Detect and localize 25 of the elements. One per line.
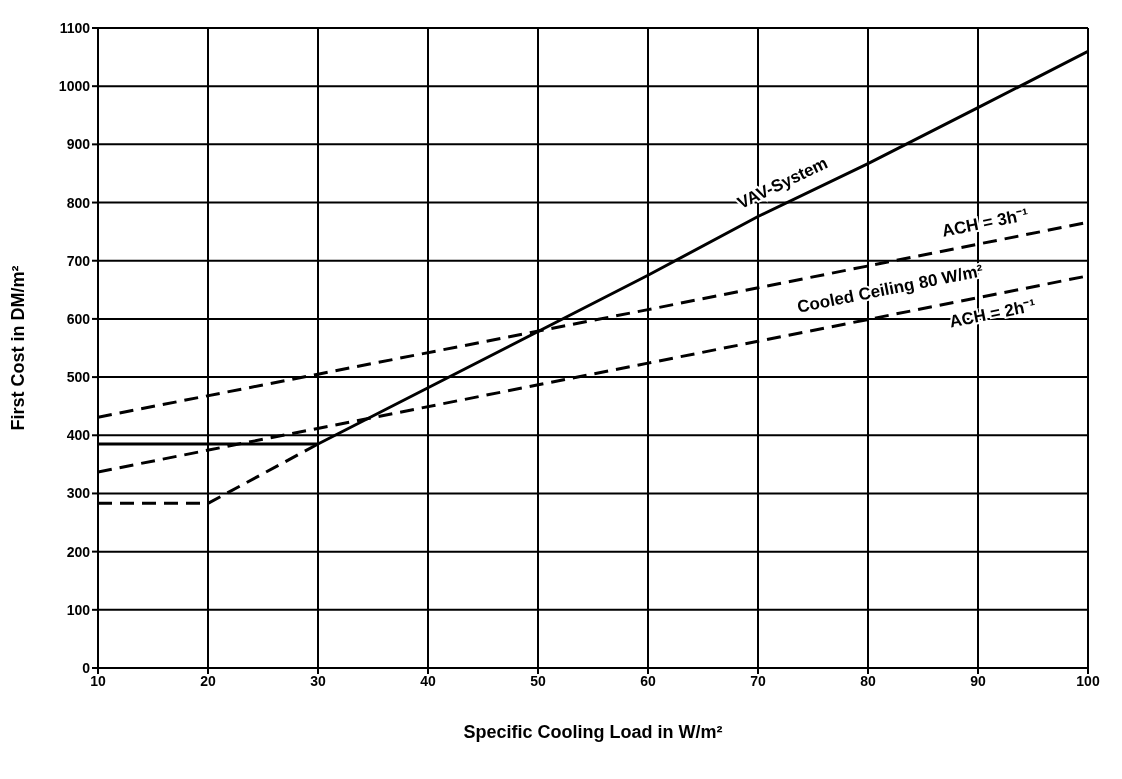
- y-tick-label: 600: [66, 310, 91, 327]
- y-tick-label: 900: [66, 136, 91, 153]
- x-tick-label: 90: [970, 672, 986, 689]
- y-tick-label: 0: [82, 659, 91, 676]
- y-tick-label: 800: [66, 194, 91, 211]
- y-tick-label: 700: [66, 252, 91, 269]
- x-tick-label: 50: [530, 672, 546, 689]
- y-axis-title: First Cost in DM/m²: [8, 265, 29, 431]
- x-axis-title: Specific Cooling Load in W/m²: [463, 722, 723, 742]
- y-tick-label: 1100: [59, 19, 91, 36]
- x-tick-label: 60: [640, 672, 656, 689]
- y-tick-label: 400: [66, 427, 91, 444]
- x-tick-label: 20: [200, 672, 216, 689]
- text: ACH = 3h⁻¹: [940, 204, 1031, 241]
- y-tick-label: 1000: [58, 78, 91, 95]
- x-tick-label: 30: [310, 672, 326, 689]
- y-tick-label: 200: [66, 543, 91, 560]
- x-tick-label: 40: [420, 672, 436, 689]
- x-tick-label: 70: [750, 672, 766, 689]
- y-tick-label: 500: [66, 369, 91, 386]
- x-tick-label: 100: [1076, 672, 1100, 689]
- x-tick-label: 80: [860, 672, 876, 689]
- y-tick-label: 100: [66, 601, 91, 618]
- y-tick-label: 300: [66, 485, 91, 502]
- x-tick-label: 10: [90, 672, 106, 689]
